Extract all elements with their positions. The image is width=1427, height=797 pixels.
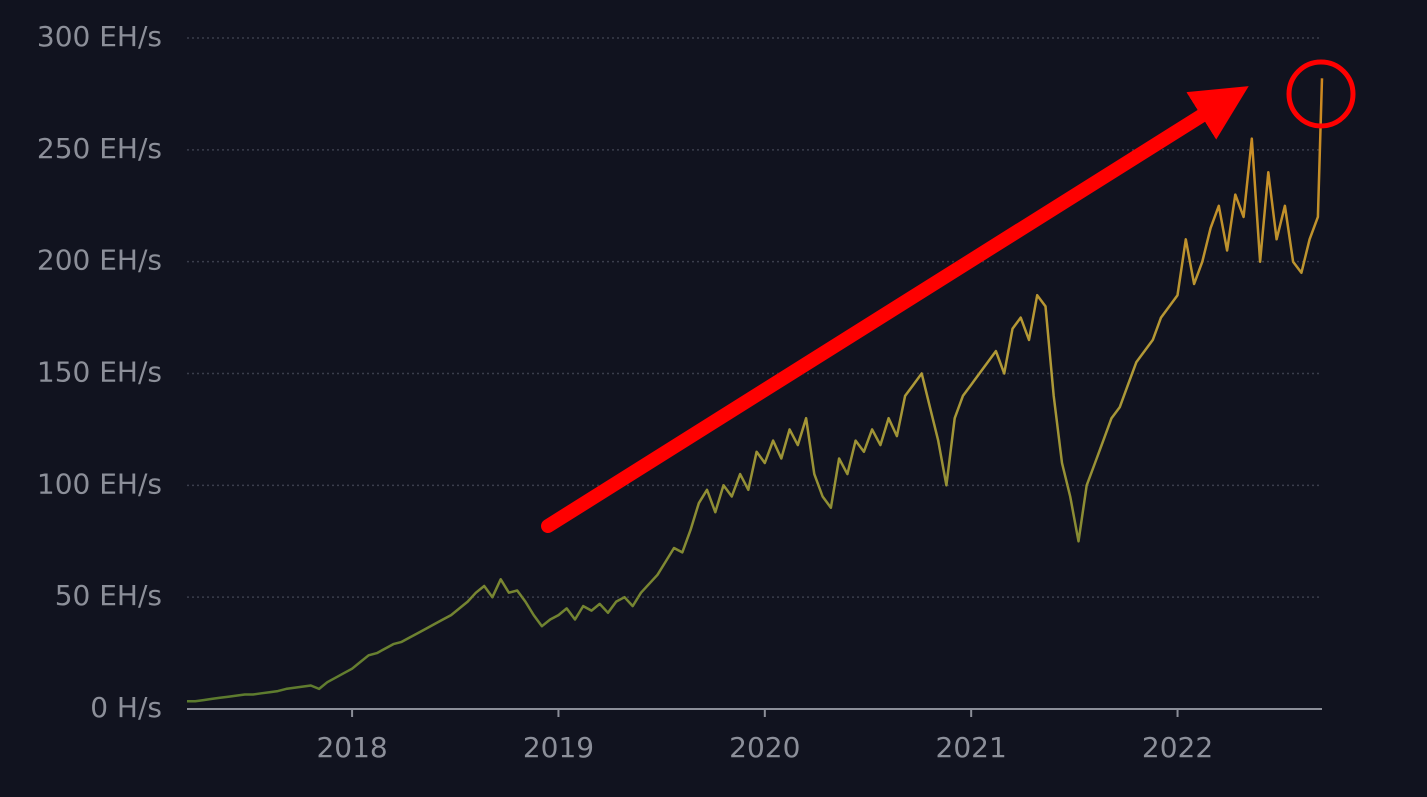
y-tick-label: 150 EH/s <box>37 356 162 389</box>
hashrate-line <box>187 78 1324 703</box>
y-tick-label: 250 EH/s <box>37 132 162 165</box>
highlight-circle <box>1286 59 1356 129</box>
y-tick-label: 200 EH/s <box>37 244 162 277</box>
x-tick-label: 2018 <box>316 731 387 764</box>
y-tick-label: 0 H/s <box>90 691 162 724</box>
x-tick-label: 2020 <box>729 731 800 764</box>
y-tick-label: 300 EH/s <box>37 20 162 53</box>
y-tick-label: 50 EH/s <box>55 579 162 612</box>
x-tick-label: 2022 <box>1142 731 1213 764</box>
trend-arrow <box>541 86 1249 533</box>
y-tick-label: 100 EH/s <box>37 467 162 500</box>
x-tick-label: 2021 <box>936 731 1007 764</box>
x-tick-label: 2019 <box>523 731 594 764</box>
